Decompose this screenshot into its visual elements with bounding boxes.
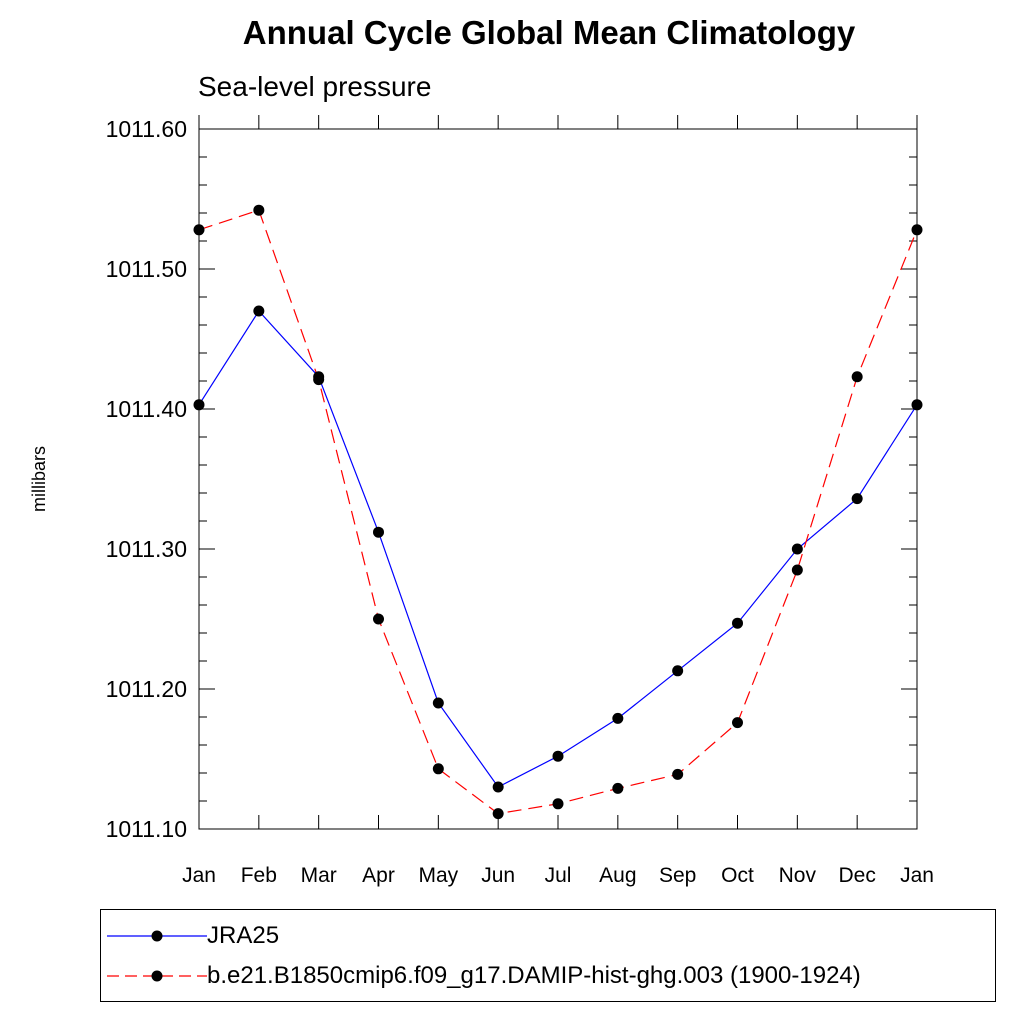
legend: JRA25 b.e21.B1850cmip6.f09_g17.DAMIP-his… [100, 909, 996, 1002]
data-point-series-1 [193, 224, 205, 236]
legend-swatch-model [107, 970, 207, 982]
legend-label-jra25: JRA25 [207, 922, 280, 949]
y-tick-label: 1011.30 [106, 536, 187, 562]
legend-item-jra25: JRA25 [101, 916, 279, 956]
y-tick-label: 1011.40 [106, 396, 187, 422]
y-tick-label: 1011.10 [106, 816, 187, 842]
data-point-series-1 [313, 374, 325, 386]
data-point-series-0 [791, 543, 803, 555]
x-tick-label: Aug [599, 864, 636, 887]
data-point-series-1 [373, 613, 384, 625]
data-point-series-1 [432, 763, 444, 775]
x-tick-label: Oct [721, 864, 754, 887]
data-point-series-0 [552, 750, 564, 762]
data-point-series-0 [432, 697, 444, 709]
x-tick-label: Nov [779, 864, 817, 887]
plot-frame [198, 128, 918, 830]
data-point-series-0 [253, 305, 265, 317]
data-point-series-1 [672, 768, 684, 780]
data-point-series-0 [732, 617, 743, 629]
legend-item-model: b.e21.B1850cmip6.f09_g17.DAMIP-hist-ghg.… [101, 956, 861, 996]
x-tick-label: Sep [659, 864, 696, 887]
x-tick-label: Mar [301, 864, 337, 887]
data-point-series-1 [791, 564, 803, 576]
y-tick-label: 1011.50 [106, 256, 187, 282]
x-tick-label: Jul [545, 864, 572, 887]
x-tick-label: Apr [362, 864, 395, 887]
series-line-1 [198, 209, 918, 815]
x-tick-label: Jan [182, 864, 216, 887]
y-tick-label: 1011.60 [106, 116, 187, 142]
legend-swatch-jra25 [107, 930, 207, 942]
x-tick-label: Jan [900, 864, 934, 887]
data-point-series-0 [672, 665, 684, 677]
data-point-series-0 [193, 399, 205, 411]
data-point-series-0 [373, 526, 384, 538]
x-tick-label: Feb [241, 864, 277, 887]
data-point-series-1 [732, 717, 743, 729]
x-tick-label: May [418, 864, 458, 887]
data-point-series-1 [492, 808, 504, 820]
series-line-0 [198, 310, 918, 788]
chart-title: Annual Cycle Global Mean Climatology [242, 14, 856, 51]
legend-label-model: b.e21.B1850cmip6.f09_g17.DAMIP-hist-ghg.… [207, 962, 861, 989]
x-tick-label: Dec [838, 864, 875, 887]
data-point-series-0 [492, 781, 504, 793]
data-point-series-1 [253, 204, 265, 216]
data-point-series-0 [911, 399, 923, 411]
y-axis-label: millibars [29, 446, 49, 512]
data-point-series-1 [552, 798, 564, 810]
y-tick-label: 1011.20 [106, 676, 187, 702]
data-point-series-1 [612, 782, 624, 794]
data-point-series-1 [911, 224, 923, 236]
data-point-series-0 [851, 493, 863, 505]
data-point-series-1 [851, 371, 863, 383]
chart-subtitle: Sea-level pressure [198, 71, 432, 102]
x-tick-label: Jun [481, 864, 515, 887]
data-point-series-0 [612, 712, 624, 724]
